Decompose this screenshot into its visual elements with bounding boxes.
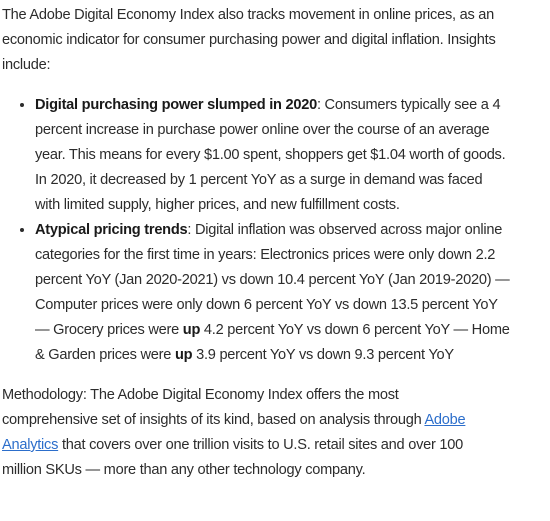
insight: Digital purchasing power slumped in 2020…: [35, 93, 510, 218]
methodology-text: that covers over one trillion visits to …: [2, 437, 464, 478]
insight-heading: Atypical pricing trends: [35, 222, 188, 238]
insight-text: : Digital inflation was observed across …: [35, 222, 510, 338]
methodology-text: Methodology: The Adobe Digital Economy I…: [2, 387, 425, 428]
analytics-link[interactable]: Adobe Analytics: [2, 412, 466, 453]
emphasis: up: [174, 347, 193, 363]
methodology: Methodology: The Adobe Digital Economy I…: [2, 383, 497, 483]
emphasis: up: [182, 322, 201, 338]
page: The Adobe Digital Economy Index also tra…: [0, 0, 530, 483]
insight-text: : Consumers typically see a 4 percent in…: [35, 97, 506, 213]
intro: The Adobe Digital Economy Index also tra…: [2, 7, 496, 73]
insight-text: 4.2 percent YoY vs down 6 percent YoY — …: [35, 322, 510, 363]
insight-text: 3.9 percent YoY vs down 9.3 percent YoY: [192, 347, 454, 363]
insight-heading: Digital purchasing power slumped in 2020: [35, 97, 317, 113]
insights-list: Digital purchasing power slumped in 2020…: [2, 93, 510, 368]
insight: Atypical pricing trends: Digital inflati…: [35, 218, 510, 368]
